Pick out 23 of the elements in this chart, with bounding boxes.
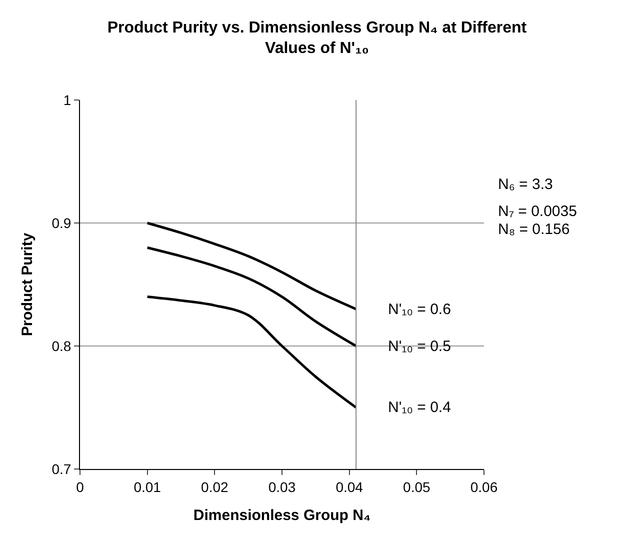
text: N₇ = 0.0035 (498, 203, 577, 220)
text: N'₁₀ = 0.5 (388, 338, 451, 355)
x-tick-label: 0.03 (268, 478, 296, 495)
y-tick-label: 0.7 (52, 460, 72, 477)
line-series (146, 222, 358, 310)
text: N₆ = 3.3 (498, 176, 553, 193)
y-axis-title: Product Purity (18, 232, 36, 336)
x-tick-label: 0.01 (134, 478, 162, 495)
x-tick-label: 0 (76, 478, 84, 495)
x-tick-label: 0.05 (403, 478, 431, 495)
line-series (146, 296, 358, 409)
x-tick-label: 0.02 (201, 478, 229, 495)
x-tick-label: 0.06 (470, 478, 498, 495)
line-series (146, 246, 358, 348)
x-tick-label: 0.04 (336, 478, 364, 495)
text: N'₁₀ = 0.6 (388, 301, 451, 318)
y-tick-label: 0.8 (52, 338, 72, 354)
y-tick-label: 0.9 (52, 214, 72, 231)
text: N'₁₀ = 0.4 (388, 399, 451, 416)
y-tick-label: 1 (63, 92, 72, 108)
text: N₈ = 0.156 (498, 221, 570, 238)
chart-title: Product Purity vs. Dimensionless Group N₄ at Different Values of N'₁₀ (107, 19, 528, 58)
x-axis-title: Dimensionless Group N₄ (193, 506, 371, 524)
